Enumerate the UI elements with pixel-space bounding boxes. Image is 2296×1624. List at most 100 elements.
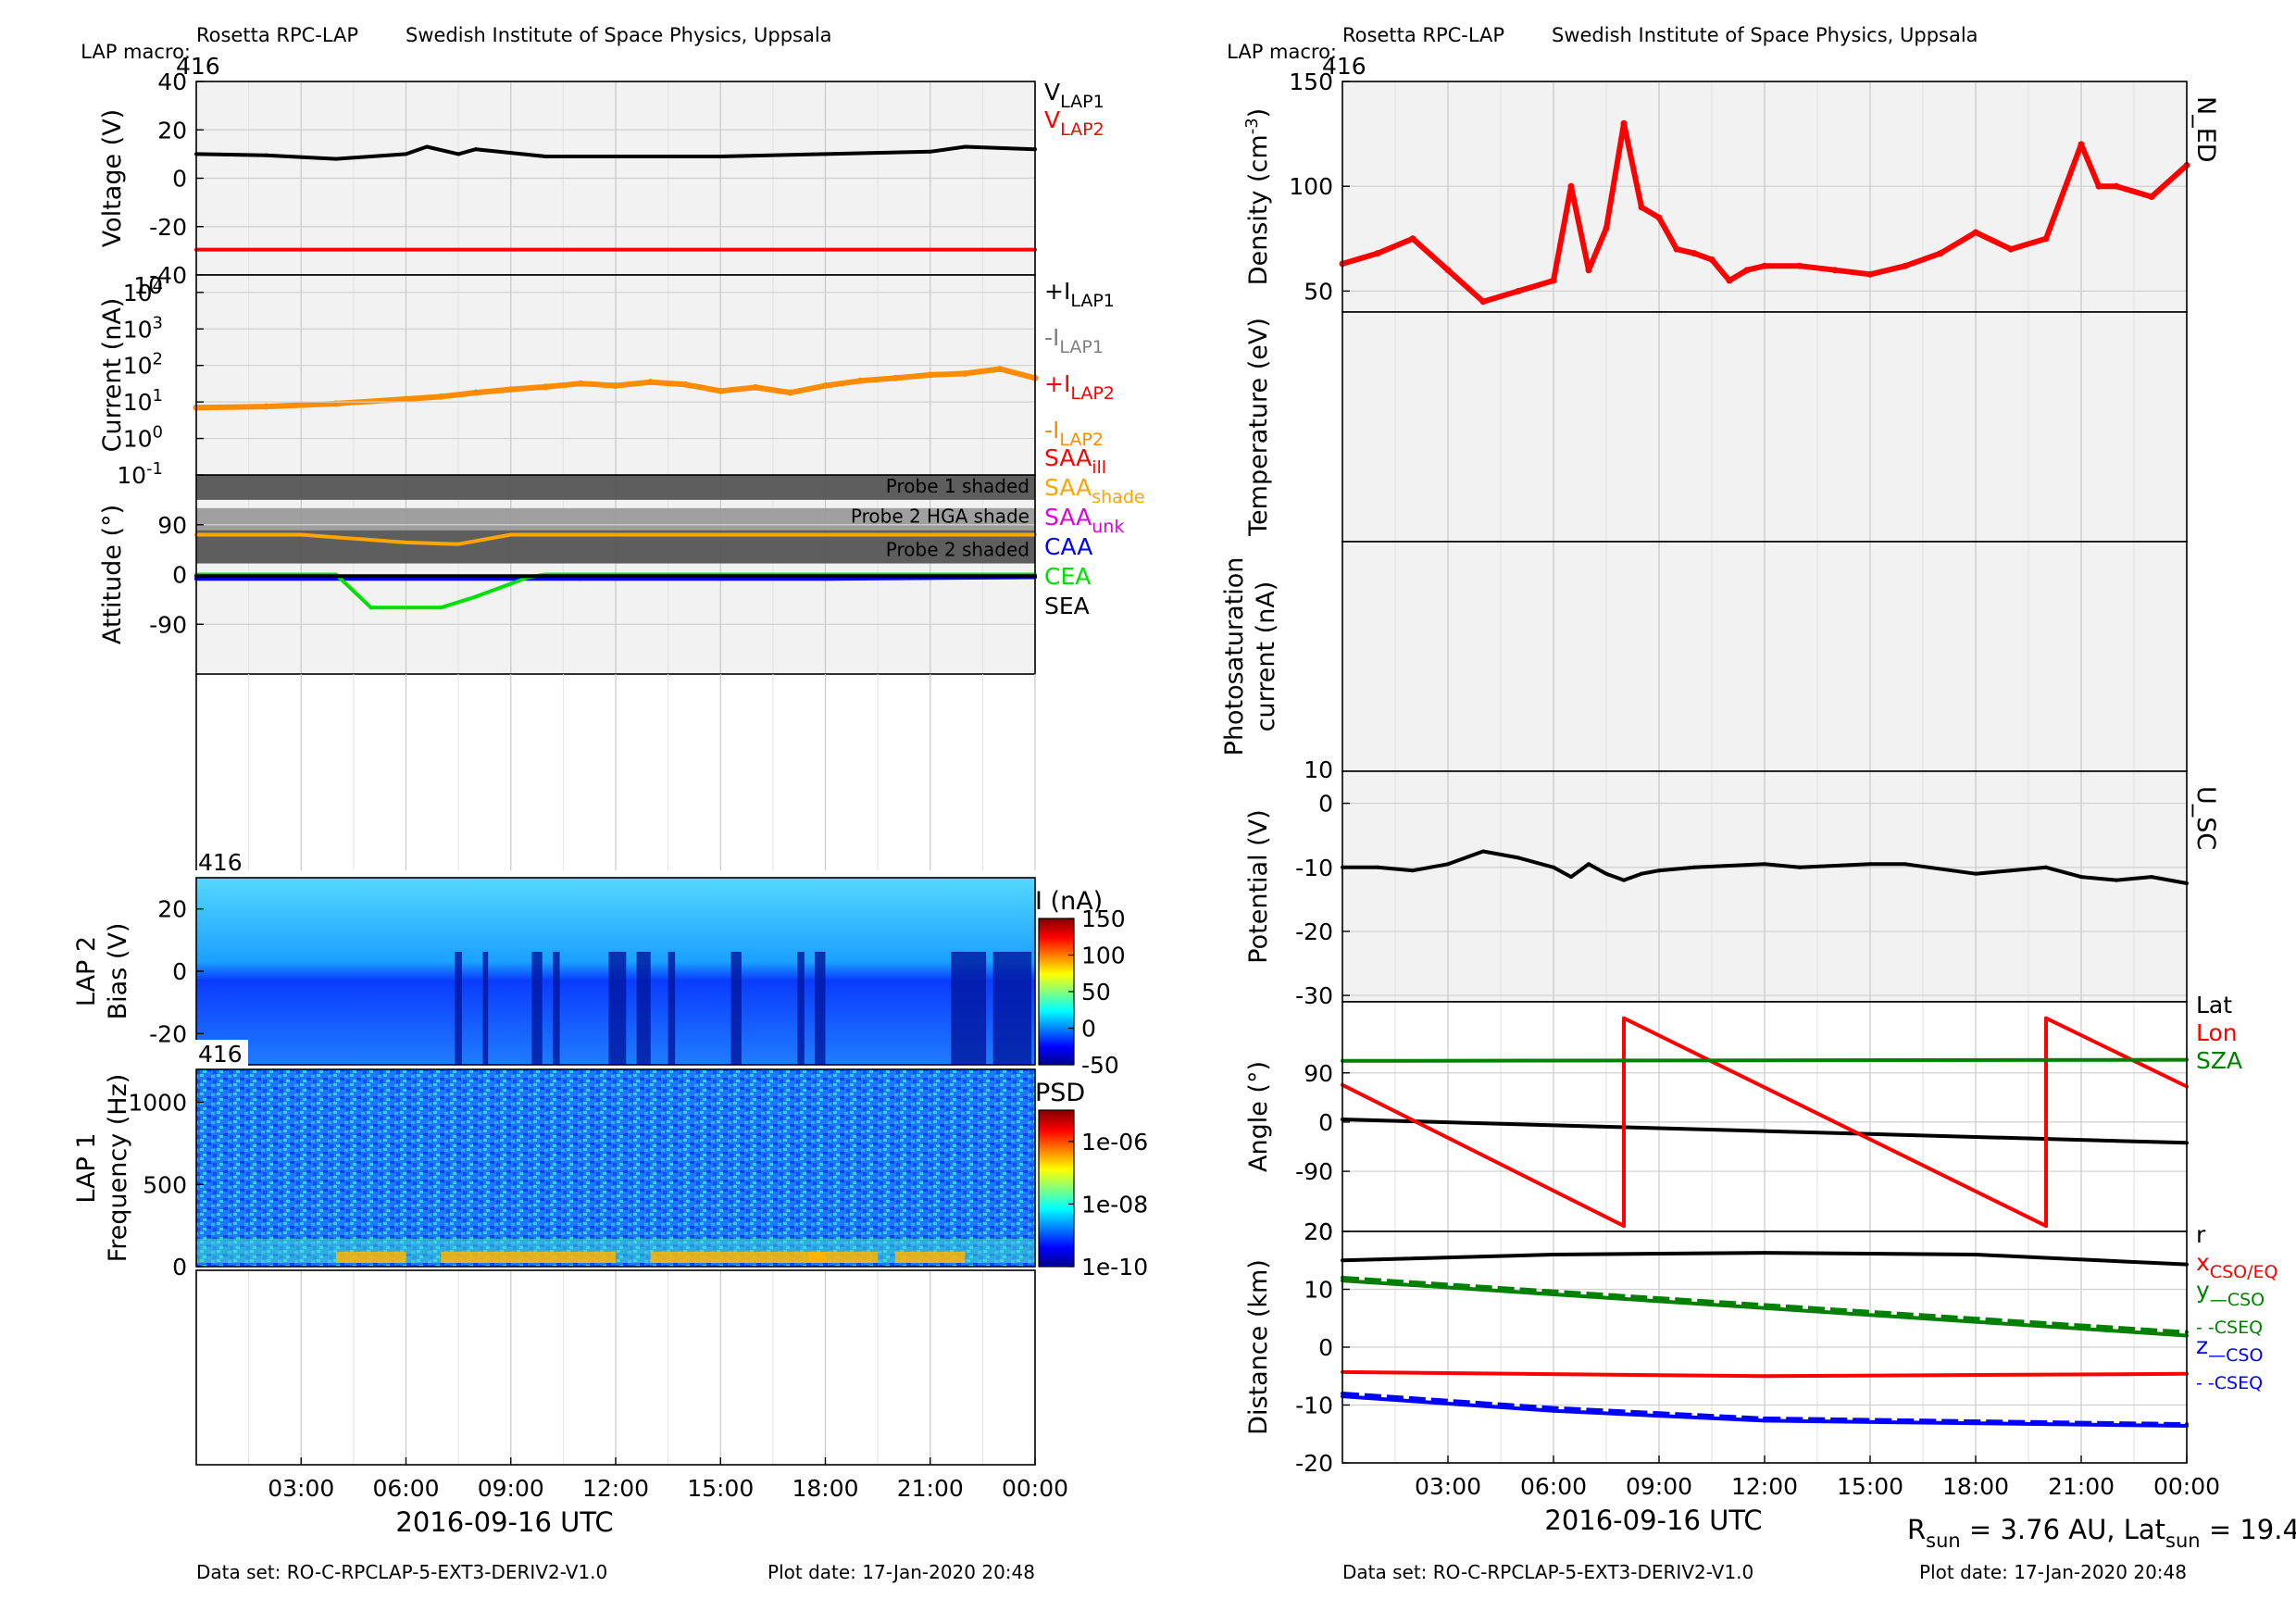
y-tick-exponent: 1	[153, 386, 163, 406]
data-point	[1603, 224, 1610, 231]
data-point	[963, 144, 967, 149]
data-point	[823, 152, 828, 156]
heatmap-stripe	[815, 952, 826, 1065]
data-point	[2079, 875, 2083, 880]
legend-subscript: —CSO	[2210, 1290, 2265, 1310]
macro-box	[194, 1040, 248, 1068]
data-point	[404, 152, 408, 156]
series-N_ED	[1339, 119, 2190, 306]
y-axis-label: current (nA)	[1252, 581, 1280, 732]
macro-number: 416	[1322, 53, 1366, 80]
panel-attitude: Probe 1 shaded Probe 2 HGA shade Probe 2 s…	[98, 444, 1145, 674]
heatmap-stripe	[482, 952, 489, 1065]
legend-entry: Lat	[2196, 992, 2232, 1018]
data-point	[579, 532, 583, 537]
y-tick-label: 10-1	[117, 459, 163, 489]
data-point	[1831, 267, 1839, 274]
header-instrument: Rosetta RPC-LAP	[1342, 24, 1504, 46]
data-point	[2150, 875, 2153, 880]
x-tick-label: 03:00	[268, 1475, 334, 1502]
x-tick-label: 18:00	[792, 1475, 858, 1502]
x-tick-label: 09:00	[1626, 1473, 1692, 1500]
data-point	[1638, 204, 1645, 211]
data-point	[752, 383, 759, 391]
y-tick-label: -90	[149, 611, 187, 638]
heatmap-hotband	[650, 1252, 755, 1263]
x-axis-left: 03:00 06:00 09:00 12:00 15:00 18:00 21:00 00:00…	[268, 1457, 1068, 1538]
heatmap-image	[196, 1069, 1035, 1267]
data-point	[2078, 141, 2085, 148]
data-point	[332, 400, 340, 407]
y-tick-label: 150	[1289, 69, 1333, 95]
legend-subscript: LAP1	[1059, 337, 1104, 357]
heatmap-macro: 416	[198, 1041, 243, 1068]
data-point	[1622, 1016, 1627, 1020]
header-institute: Swedish Institute of Space Physics, Upps…	[1552, 24, 1978, 46]
panel-potential: 0 -10 -20 -30 Potential (V) U_SC	[1244, 771, 2220, 1009]
macro-box	[194, 848, 248, 876]
series-SAA	[194, 532, 1037, 546]
series-VLAP2	[194, 247, 1037, 252]
data-point	[614, 154, 618, 158]
heatmap-stripe	[455, 952, 462, 1065]
data-point	[1481, 849, 1485, 854]
heatmap-stripe	[553, 952, 560, 1065]
y-axis-label: Angle (°)	[1244, 1061, 1273, 1172]
y-tick-label: 40	[157, 69, 187, 95]
panel-lap2_bias: 20 0 -20 416 LAP 2 Bias (V) I (nA)150 100 50 0 -50	[72, 848, 1126, 1079]
data-point	[456, 542, 461, 546]
y-axis-label-sup: -3	[1242, 118, 1262, 134]
data-point	[1516, 856, 1520, 860]
legend-subscript: CSO/EQ	[2210, 1262, 2278, 1282]
legend-entry: - -CSEQ	[2196, 1318, 2263, 1338]
y-tick-label: 0	[172, 958, 187, 985]
data-point	[472, 389, 480, 396]
series-line	[1341, 1279, 2188, 1338]
data-point	[2113, 182, 2120, 190]
empty-panels	[195, 674, 1036, 1465]
series-line	[195, 366, 1036, 411]
data-point	[1763, 1374, 1766, 1379]
y-axis-label: Temperature (eV)	[1244, 318, 1273, 537]
heatmap-stripe	[992, 952, 1032, 1065]
data-point	[612, 381, 619, 389]
footer-rsun-sub: sun	[1926, 1530, 1961, 1552]
macro-number: 416	[176, 53, 220, 80]
y-tick-label: 103	[123, 313, 163, 343]
legend-subscript: LAP1	[1070, 291, 1115, 311]
x-axis-label: 2016-09-16 UTC	[1544, 1505, 1762, 1536]
data-point	[1587, 862, 1591, 867]
legend-subscript: LAP2	[1070, 383, 1115, 404]
y-tick-label: 0	[172, 1254, 187, 1280]
heatmap-stripe	[951, 952, 987, 1065]
data-point	[928, 149, 932, 154]
x-tick-label: 06:00	[372, 1475, 439, 1502]
data-point	[1585, 267, 1592, 274]
legend-subscript: - -CSEQ	[2196, 1318, 2263, 1338]
colorbar-label: I (nA)	[1035, 887, 1103, 916]
data-point	[718, 154, 723, 158]
y-tick-label: 500	[143, 1171, 187, 1198]
data-point	[1937, 250, 1944, 257]
data-point	[368, 606, 373, 610]
data-point	[404, 540, 408, 544]
legend-entry: SEA	[1044, 593, 1090, 619]
y-tick-label: -90	[1295, 1158, 1333, 1185]
data-point	[1743, 267, 1751, 274]
y-axis-label: Potential (V)	[1244, 809, 1273, 963]
x-tick-label: 09:00	[478, 1475, 544, 1502]
series-U_SC	[1341, 849, 2189, 886]
data-point	[425, 144, 430, 149]
y-tick-exponent: 3	[153, 313, 163, 332]
heatmap-hotband	[895, 1252, 966, 1263]
y-tick-exponent: 4	[153, 277, 163, 296]
data-point	[1868, 862, 1872, 867]
y-tick-label: 0	[1318, 1334, 1333, 1361]
data-point	[1552, 1253, 1555, 1256]
y-tick-label: 0	[1318, 1109, 1333, 1136]
footer-lat-sub: sun	[2165, 1530, 2201, 1552]
data-point	[2007, 245, 2015, 253]
data-point	[2009, 868, 2013, 873]
